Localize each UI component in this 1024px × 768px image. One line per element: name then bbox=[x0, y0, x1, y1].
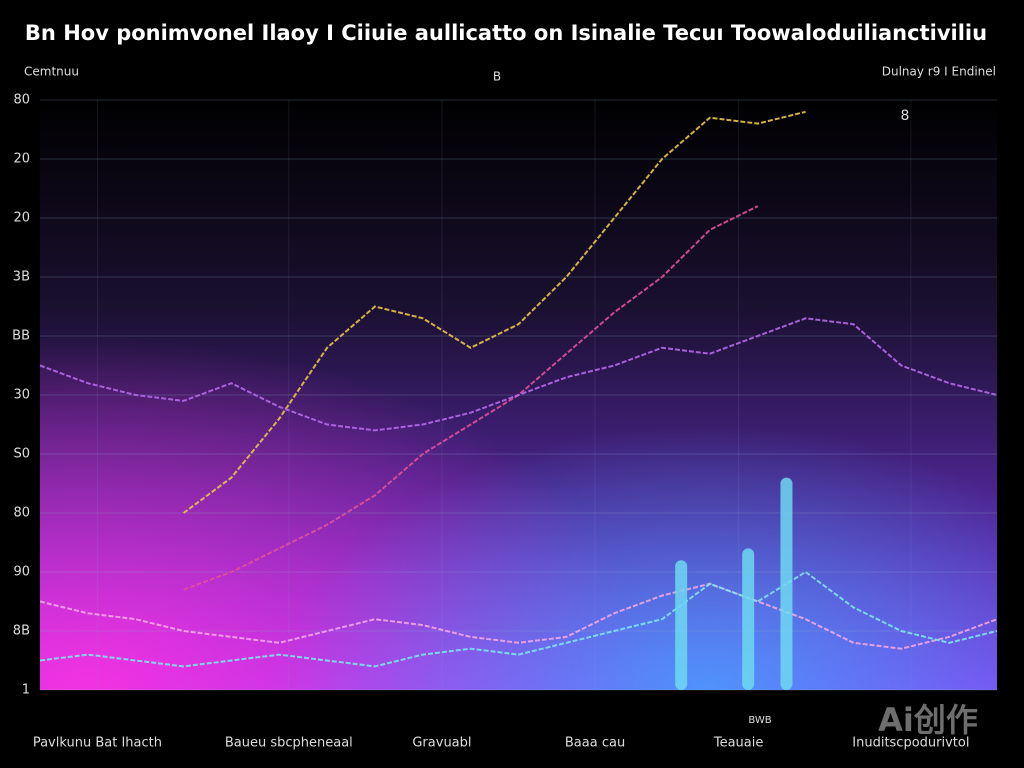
watermark: Ai创作 bbox=[878, 701, 978, 739]
line bbox=[39, 582, 998, 650]
y-tick-label: 20 bbox=[13, 152, 30, 167]
annotation: Dulnay r9 I Endinel bbox=[882, 65, 996, 79]
line bbox=[39, 317, 998, 432]
y-tick-label: 1 bbox=[22, 683, 30, 698]
bar bbox=[675, 560, 688, 690]
annotation: B bbox=[493, 70, 501, 84]
chart-title: Bn Hov ponimvonel Ilaoy I Ciiuie aullica… bbox=[25, 21, 987, 45]
y-axis-label: Cemtnuu bbox=[24, 65, 79, 79]
y-tick-label: 80 bbox=[13, 93, 30, 108]
y-tick-label: BB bbox=[12, 329, 30, 344]
y-tick-label: 3B bbox=[13, 270, 30, 285]
line bbox=[39, 570, 998, 668]
y-tick-label: 90 bbox=[13, 565, 30, 580]
annotation: BWB bbox=[748, 715, 771, 726]
y-tick-label: 80 bbox=[13, 506, 30, 521]
bar bbox=[780, 477, 793, 690]
line bbox=[183, 205, 759, 591]
x-tick-label: Pavlkunu Bat Ihacth bbox=[33, 736, 162, 751]
annotation: 8 bbox=[901, 108, 910, 124]
x-tick-label: Teauaie bbox=[713, 736, 764, 751]
x-tick-label: Baueu sbcpheneaal bbox=[225, 736, 353, 751]
bar bbox=[742, 548, 755, 690]
line bbox=[182, 110, 806, 514]
y-tick-label: 8B bbox=[13, 624, 30, 639]
y-tick-label: 30 bbox=[13, 388, 30, 403]
y-tick-label: 20 bbox=[13, 211, 30, 226]
x-tick-label: Gravuabl bbox=[412, 736, 471, 751]
y-tick-label: S0 bbox=[13, 447, 30, 462]
x-tick-label: Inuditscpodurivtol bbox=[852, 736, 969, 751]
x-tick-label: Baaa cau bbox=[565, 736, 625, 751]
